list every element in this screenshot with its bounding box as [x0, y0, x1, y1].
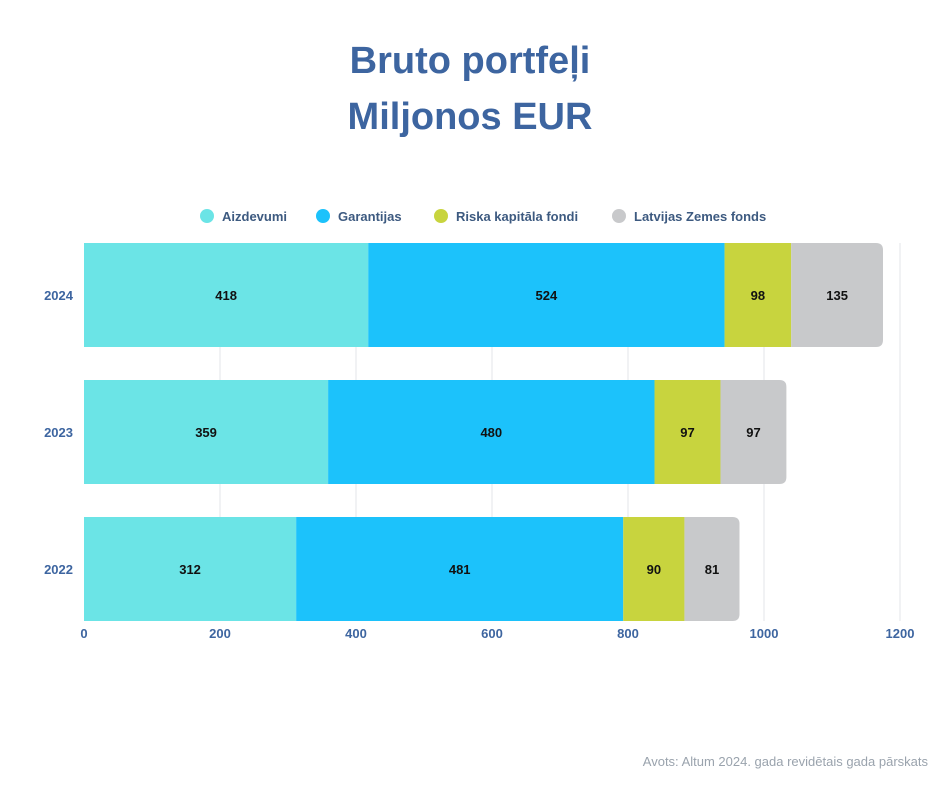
bar-group-2024 — [84, 243, 883, 347]
bar-segment — [623, 517, 685, 621]
legend-item-aizdevumi: Aizdevumi — [200, 206, 287, 226]
legend-label-riska: Riska kapitāla fondi — [456, 208, 579, 224]
x-tick-label: 1200 — [886, 626, 915, 641]
legend-item-zemes: Latvijas Zemes fonds — [612, 206, 766, 226]
bar-segment — [328, 380, 655, 484]
data-label: 481 — [449, 562, 471, 577]
legend-swatch-zemes — [612, 209, 626, 223]
data-label: 97 — [680, 425, 694, 440]
x-tick-label: 200 — [209, 626, 231, 641]
data-label: 90 — [647, 562, 661, 577]
data-label: 418 — [215, 288, 237, 303]
x-tick-label: 600 — [481, 626, 503, 641]
legend-label-aizdevumi: Aizdevumi — [222, 208, 288, 224]
x-tick-label: 800 — [617, 626, 639, 641]
chart-title: Bruto portfeļi — [349, 40, 591, 82]
legend-label-garantijas: Garantijas — [338, 208, 402, 224]
legend-swatch-riska — [434, 209, 448, 223]
bar-segment — [654, 380, 721, 484]
legend-item-garantijas: Garantijas — [316, 206, 402, 226]
legend-swatch-garantijas — [316, 209, 330, 223]
y-tick-label: 2022 — [44, 562, 73, 577]
x-tick-label: 400 — [345, 626, 367, 641]
data-label: 81 — [705, 562, 719, 577]
stacked-bar-chart: 418 524 98 135 2024 359 480 97 97 2023 312 481 90 81 2… — [44, 243, 915, 641]
legend-swatch-aizdevumi — [200, 209, 214, 223]
bar-group-2023 — [84, 380, 787, 484]
bar-group-2022 — [84, 517, 740, 621]
bar-segment — [724, 243, 792, 347]
bar-segment — [368, 243, 725, 347]
legend-item-riska: Riska kapitāla fondi — [434, 206, 578, 226]
data-label: 359 — [195, 425, 217, 440]
bar-segment — [791, 243, 883, 347]
y-tick-label: 2024 — [44, 288, 74, 303]
data-label: 97 — [746, 425, 760, 440]
x-tick-label: 1000 — [750, 626, 779, 641]
bar-segment — [84, 243, 369, 347]
y-tick-label: 2023 — [44, 425, 73, 440]
bar-segment — [296, 517, 624, 621]
data-label: 312 — [179, 562, 201, 577]
legend-label-zemes: Latvijas Zemes fonds — [634, 208, 767, 224]
x-tick-label: 0 — [80, 626, 87, 641]
data-label: 480 — [480, 425, 502, 440]
bar-segment — [720, 380, 787, 484]
data-label: 98 — [751, 288, 765, 303]
data-label: 135 — [826, 288, 848, 303]
bar-segment — [84, 380, 329, 484]
source-note: Avots: Altum 2024. gada revidētais gada … — [642, 754, 928, 769]
bar-segment — [84, 517, 297, 621]
chart-legend: Aizdevumi Garantijas Riska kapitāla fond… — [0, 206, 940, 226]
chart-subtitle: Miljonos EUR — [347, 96, 593, 138]
bar-segment — [684, 517, 740, 621]
data-label: 524 — [536, 288, 558, 303]
